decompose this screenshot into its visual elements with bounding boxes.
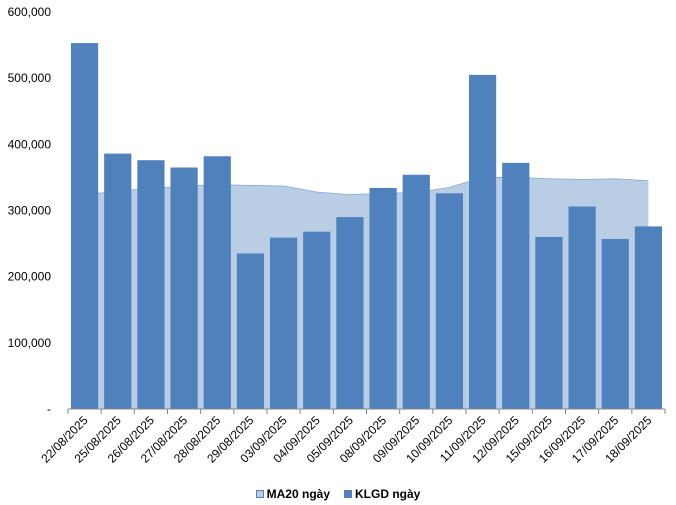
volume-bar: [104, 153, 132, 409]
legend-item-ma20: MA20 ngày: [255, 487, 330, 501]
y-tick-label: 300,000: [8, 204, 52, 218]
volume-bar: [468, 74, 497, 409]
ma20-area: [84, 177, 649, 409]
volume-bar: [634, 226, 663, 409]
y-tick-labels: - 100,000 200,000 300,000 400,000 500,000 600,…: [8, 5, 52, 416]
volume-bar: [203, 156, 231, 409]
chart-legend: MA20 ngày KLGD ngày: [0, 487, 676, 501]
y-tick-label: -: [47, 402, 51, 416]
legend-label-ma20: MA20 ngày: [266, 487, 330, 501]
legend-label-klgd: KLGD ngày: [355, 487, 421, 501]
volume-bar-layer: [70, 43, 663, 410]
volume-bar: [303, 231, 331, 409]
y-tick-label: 200,000: [8, 270, 52, 284]
legend-item-klgd: KLGD ngày: [344, 487, 420, 501]
volume-bar: [535, 236, 563, 409]
y-tick-label: 100,000: [8, 336, 52, 350]
axes: [67, 408, 666, 414]
y-tick-label: 600,000: [8, 5, 52, 19]
legend-swatch-ma20: [255, 490, 264, 498]
volume-bar: [369, 188, 397, 409]
y-tick-label: 500,000: [8, 71, 52, 85]
x-tick-labels: 22/08/202525/08/202526/08/202527/08/2025…: [38, 413, 654, 466]
y-tick-label: 400,000: [8, 137, 52, 151]
volume-bar: [502, 162, 530, 409]
volume-bar: [70, 43, 99, 410]
legend-swatch-klgd: [344, 490, 352, 498]
ma20-area-layer: [84, 177, 649, 409]
volume-bar: [269, 237, 298, 409]
volume-bar: [402, 174, 430, 409]
volume-bar: [137, 160, 165, 409]
volume-bar: [435, 193, 464, 409]
volume-bar: [170, 167, 198, 409]
volume-bar: [568, 206, 596, 409]
volume-bar: [336, 217, 364, 409]
volume-bar: [601, 238, 629, 409]
volume-bar: [236, 253, 265, 409]
